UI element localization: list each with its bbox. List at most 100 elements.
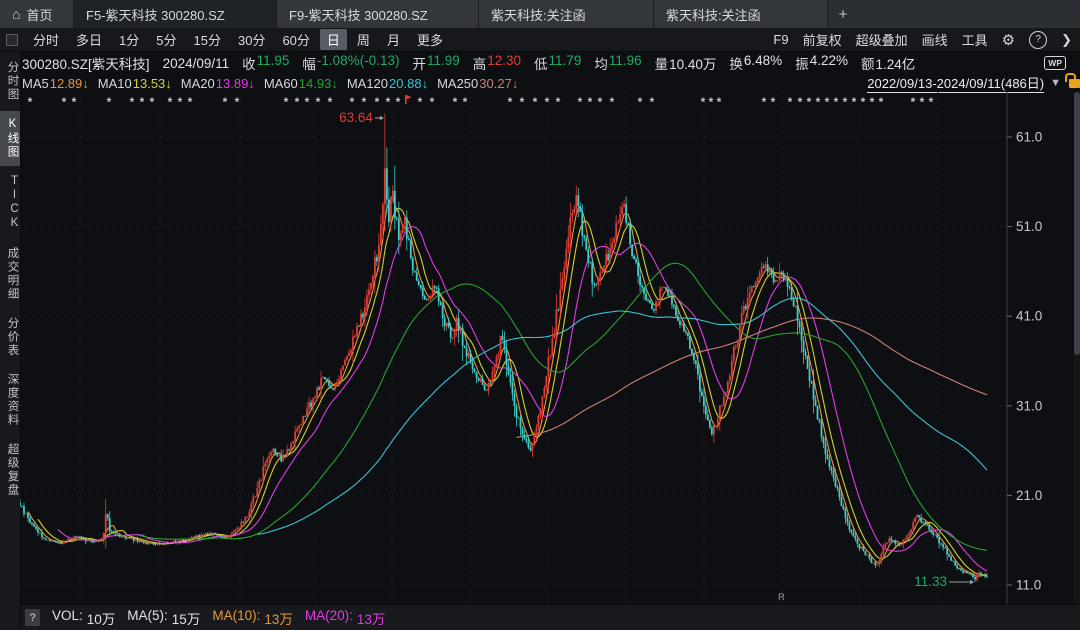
event-star-icon[interactable]: *	[453, 95, 458, 109]
event-star-icon[interactable]: *	[879, 95, 884, 109]
period-周[interactable]: 周	[356, 33, 370, 48]
period-60分[interactable]: 60分	[282, 33, 310, 48]
event-star-icon[interactable]: *	[825, 95, 830, 109]
sidebar-item-K线图[interactable]: K线图	[0, 110, 20, 166]
event-star-icon[interactable]: *	[920, 95, 925, 109]
event-star-icon[interactable]: *	[28, 95, 33, 109]
event-star-icon[interactable]: *	[463, 95, 468, 109]
event-star-icon[interactable]: *	[386, 95, 391, 109]
event-star-icon[interactable]: *	[852, 95, 857, 109]
event-star-icon[interactable]: *	[650, 95, 655, 109]
event-star-icon[interactable]: *	[178, 95, 183, 109]
event-star-icon[interactable]: *	[556, 95, 561, 109]
event-star-icon[interactable]: *	[430, 95, 435, 109]
sidebar-item-分时图[interactable]: 分时图	[6, 61, 19, 102]
date-range-control[interactable]: 2022/09/13-2024/09/11(486日) ▼	[867, 72, 1080, 93]
event-star-icon[interactable]: *	[870, 95, 875, 109]
event-star-icon[interactable]: *	[533, 95, 538, 109]
event-star-icon[interactable]: *	[638, 95, 643, 109]
event-star-icon[interactable]: *	[235, 95, 240, 109]
event-star-icon[interactable]: *	[305, 95, 310, 109]
event-star-icon[interactable]: *	[843, 95, 848, 109]
period-15分[interactable]: 15分	[193, 33, 221, 48]
sidebar-item-深度资料[interactable]: 深度资料	[6, 373, 19, 427]
period-多日[interactable]: 多日	[76, 33, 103, 48]
event-star-icon[interactable]: *	[396, 95, 401, 109]
event-star-icon[interactable]: *	[834, 95, 839, 109]
event-star-icon[interactable]: *	[520, 95, 525, 109]
event-star-icon[interactable]: *	[788, 95, 793, 109]
event-star-icon[interactable]: *	[816, 95, 821, 109]
tool-工具[interactable]: 工具	[961, 33, 988, 48]
tool-F9[interactable]: F9	[773, 32, 789, 47]
event-star-icon[interactable]: *	[107, 95, 112, 109]
event-star-icon[interactable]: *	[717, 95, 722, 109]
unlock-icon[interactable]	[1065, 72, 1080, 88]
event-star-icon[interactable]: *	[72, 95, 77, 109]
event-star-icon[interactable]: *	[807, 95, 812, 109]
event-star-icon[interactable]: *	[130, 95, 135, 109]
red-flag-icon[interactable]	[405, 95, 412, 104]
sidebar-item-超级复盘[interactable]: 超级复盘	[6, 443, 19, 497]
event-star-icon[interactable]: *	[545, 95, 550, 109]
event-star-icon[interactable]: *	[588, 95, 593, 109]
event-star-icon[interactable]: *	[168, 95, 173, 109]
event-star-icon[interactable]: *	[701, 95, 706, 109]
event-star-icon[interactable]: *	[188, 95, 193, 109]
event-star-icon[interactable]: *	[798, 95, 803, 109]
kline-chart[interactable]: 61.0 51.0 41.0 31.0 21.0 11.0 * * * * * * * * * * * * * * * *…	[19, 92, 1074, 604]
period-日[interactable]: 日	[319, 29, 347, 50]
tab-home[interactable]: ⌂ 首页	[0, 0, 74, 28]
event-star-icon[interactable]: *	[578, 95, 583, 109]
period-1分[interactable]: 1分	[119, 33, 140, 48]
event-star-icon[interactable]: *	[375, 95, 380, 109]
tab-4[interactable]: 紫天科技:关注函	[654, 0, 828, 28]
gear-icon[interactable]: ⚙	[1001, 31, 1016, 49]
vertical-scrollbar[interactable]	[1074, 92, 1080, 604]
period-分时[interactable]: 分时	[33, 33, 60, 48]
wp-badge-icon[interactable]: WP	[1044, 56, 1066, 70]
tab-2[interactable]: F9-紫天科技 300280.SZ	[277, 0, 479, 28]
chevron-down-icon[interactable]: ▼	[1050, 77, 1061, 89]
tool-超级叠加[interactable]: 超级叠加	[855, 33, 908, 48]
new-tab-button[interactable]: +	[828, 0, 858, 28]
event-star-icon[interactable]: *	[350, 95, 355, 109]
period-5分[interactable]: 5分	[156, 33, 177, 48]
period-月[interactable]: 月	[386, 33, 400, 48]
event-star-icon[interactable]: *	[709, 95, 714, 109]
event-star-icon[interactable]: *	[362, 95, 367, 109]
tab-3[interactable]: 紫天科技:关注函	[479, 0, 654, 28]
event-star-icon[interactable]: *	[610, 95, 615, 109]
event-star-icon[interactable]: *	[316, 95, 321, 109]
sidebar-item-分价表[interactable]: 分价表	[6, 316, 19, 358]
period-30分[interactable]: 30分	[237, 33, 266, 48]
event-star-icon[interactable]: *	[762, 95, 767, 109]
date-range-text[interactable]: 2022/09/13-2024/09/11(486日)	[867, 73, 1045, 93]
tool-画线[interactable]: 画线	[921, 33, 948, 48]
event-star-icon[interactable]: *	[598, 95, 603, 109]
event-star-icon[interactable]: *	[223, 95, 228, 109]
event-star-icon[interactable]: *	[911, 95, 916, 109]
event-star-icon[interactable]: *	[771, 95, 776, 109]
tab-1[interactable]: F5-紫天科技 300280.SZ	[74, 0, 277, 28]
candlestick-plot[interactable]: 61.0 51.0 41.0 31.0 21.0 11.0 * * * * * * * * * * * * * * * *…	[19, 92, 1074, 604]
help-icon[interactable]: ?	[25, 609, 40, 626]
event-star-icon[interactable]: *	[508, 95, 513, 109]
event-star-icon[interactable]: *	[418, 95, 423, 109]
event-star-icon[interactable]: *	[929, 95, 934, 109]
event-star-icon[interactable]: *	[150, 95, 155, 109]
sidebar-item-成交明细[interactable]: 成交明细	[6, 246, 19, 301]
layout-icon[interactable]	[6, 33, 18, 46]
event-star-icon[interactable]: *	[140, 95, 145, 109]
event-star-icon[interactable]: *	[861, 95, 866, 109]
event-star-icon[interactable]: *	[284, 95, 289, 109]
event-star-icon[interactable]: *	[62, 95, 67, 109]
event-star-icon[interactable]: *	[295, 95, 300, 109]
tool-前复权[interactable]: 前复权	[802, 33, 842, 48]
sidebar-item-TICK[interactable]: TICK	[8, 174, 21, 231]
scrollbar-thumb[interactable]	[1074, 92, 1080, 355]
chevron-right-icon[interactable]: ❯	[1061, 31, 1072, 47]
help-circle-icon[interactable]: ?	[1029, 30, 1048, 49]
event-star-icon[interactable]: *	[328, 95, 333, 109]
period-更多[interactable]: 更多	[416, 33, 443, 48]
